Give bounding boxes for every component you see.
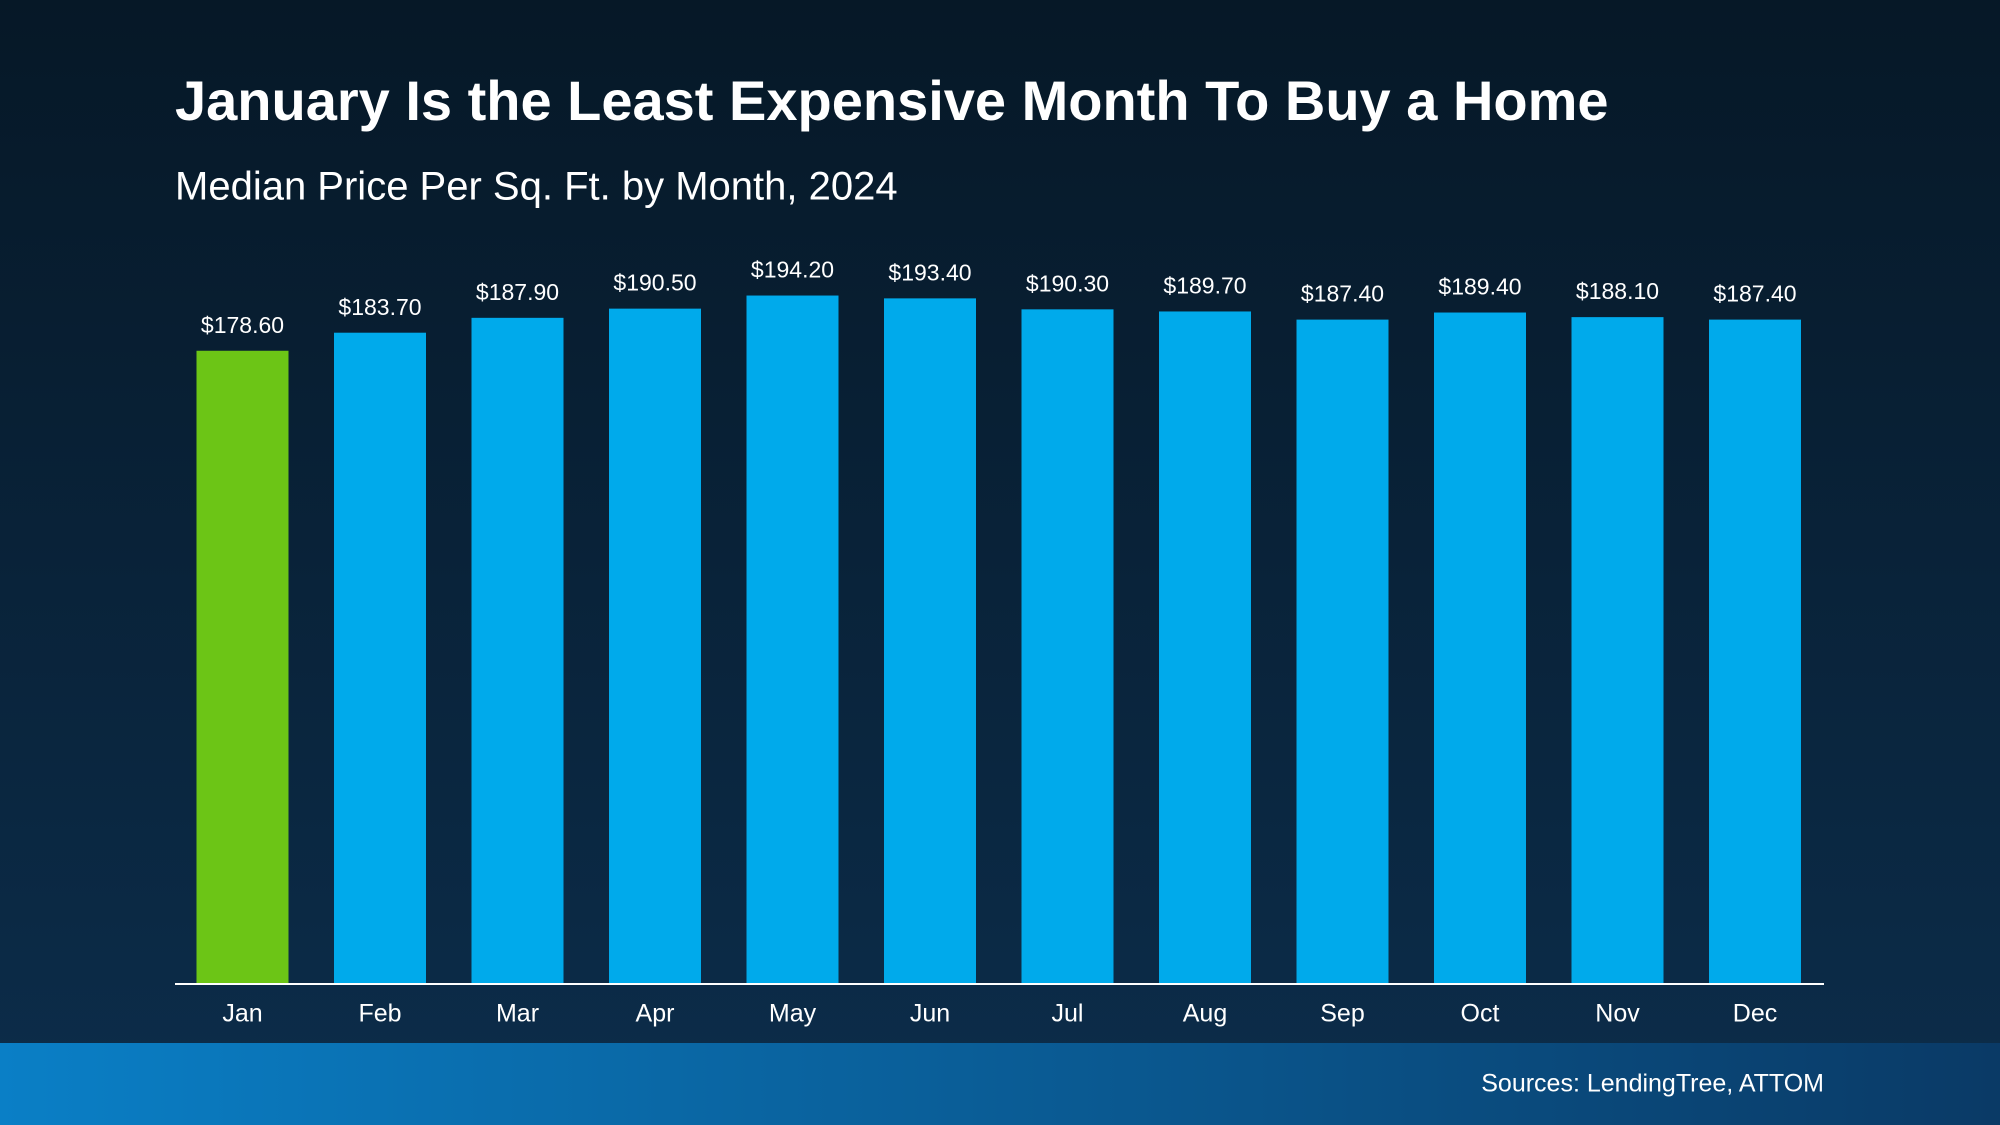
x-tick-label: May [769, 1000, 817, 1028]
value-label: $188.10 [1576, 278, 1659, 304]
x-tick-label: Feb [358, 1000, 401, 1028]
bar [746, 295, 839, 984]
source-note: Sources: LendingTree, ATTOM [1481, 1070, 1824, 1098]
chart-title: January Is the Least Expensive Month To … [175, 69, 1609, 132]
value-label: $193.40 [888, 259, 971, 285]
x-tick-label: Dec [1733, 1000, 1777, 1028]
value-label: $189.70 [1163, 273, 1246, 299]
value-label: $183.70 [338, 294, 421, 320]
bar [1296, 319, 1389, 983]
bar [471, 317, 564, 984]
x-tick-label: Apr [636, 1000, 675, 1028]
x-tick-label: Jun [910, 1000, 950, 1028]
footer-band [0, 1043, 2000, 1125]
x-tick-label: Jul [1052, 1000, 1084, 1028]
bar [1571, 317, 1664, 984]
bar [334, 332, 426, 983]
x-tick-label: Oct [1461, 1000, 1500, 1028]
value-label: $190.30 [1026, 270, 1109, 296]
x-tick-label: Mar [496, 1000, 539, 1028]
value-label: $189.40 [1438, 274, 1521, 300]
bar [1159, 311, 1251, 983]
bar [1434, 312, 1526, 983]
value-label: $187.40 [1301, 281, 1384, 307]
bar [196, 350, 289, 984]
bar [884, 298, 976, 983]
value-label: $190.50 [613, 270, 696, 296]
value-label: $178.60 [201, 312, 284, 338]
x-tick-label: Jan [222, 1000, 262, 1028]
value-label: $187.90 [476, 279, 559, 305]
chart-subtitle: Median Price Per Sq. Ft. by Month, 2024 [175, 165, 898, 209]
value-label: $194.20 [751, 257, 834, 283]
x-tick-label: Nov [1595, 1000, 1640, 1028]
bar [609, 308, 701, 983]
bar [1021, 309, 1114, 983]
x-tick-label: Sep [1320, 1000, 1364, 1028]
value-label: $187.40 [1713, 281, 1796, 307]
x-tick-label: Aug [1183, 1000, 1227, 1028]
bar [1709, 319, 1801, 983]
